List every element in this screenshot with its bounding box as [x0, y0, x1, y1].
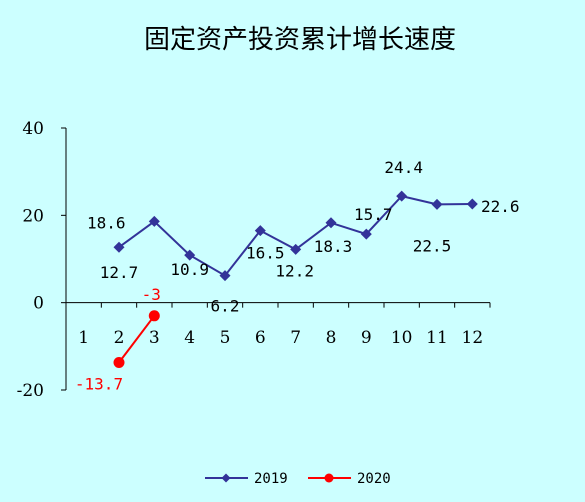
data-point-2019	[396, 190, 408, 202]
y-tick-label: -20	[17, 381, 44, 401]
series-group	[113, 190, 478, 368]
data-point-2019	[360, 228, 372, 240]
data-point-2019	[466, 198, 478, 210]
data-point-2019	[254, 225, 266, 237]
data-label-2019: 10.9	[170, 260, 209, 279]
legend-marker-2020	[324, 473, 334, 483]
data-label-2019: 12.7	[100, 263, 139, 282]
x-tick-label: 12	[462, 328, 484, 348]
legend-marker-2019	[221, 473, 231, 483]
data-point-2019	[219, 270, 231, 282]
x-tick-label: 9	[361, 328, 372, 348]
data-label-2020: -3	[142, 285, 161, 304]
y-tick-label: 40	[22, 119, 44, 139]
data-label-2019: 18.3	[314, 237, 353, 256]
legend-label-2019: 2019	[254, 471, 288, 487]
axes	[61, 127, 491, 391]
chart-title: 固定资产投资累计增长速度	[144, 25, 456, 55]
legend: 2019 2020	[205, 471, 391, 487]
data-label-2019: 22.6	[481, 197, 520, 216]
x-tick-label: 7	[290, 328, 301, 348]
y-tick-label: 0	[33, 294, 44, 314]
data-label-2019: 24.4	[384, 158, 423, 177]
data-point-2019	[148, 215, 160, 227]
x-tick-label: 1	[78, 328, 89, 348]
y-tick-label: 20	[22, 206, 44, 226]
data-point-2020	[148, 310, 160, 322]
data-label-2019: 15.7	[354, 205, 393, 224]
x-tick-label: 10	[391, 328, 413, 348]
x-tick-label: 5	[220, 328, 231, 348]
data-label-2019: 16.5	[246, 244, 285, 263]
legend-label-2020: 2020	[357, 471, 391, 487]
series-line-2020	[118, 315, 156, 364]
data-label-2019: 12.2	[275, 261, 314, 280]
data-label-2020: -13.7	[75, 375, 123, 394]
data-point-2019	[184, 249, 196, 261]
data-point-2020	[113, 357, 125, 368]
data-point-2019	[113, 241, 125, 253]
data-label-2019: 18.6	[87, 213, 126, 232]
data-point-2019	[325, 217, 337, 229]
x-tick-label: 2	[114, 328, 125, 348]
x-tick-label: 8	[326, 328, 337, 348]
data-point-2019	[290, 243, 302, 255]
data-label-2019: 6.2	[211, 297, 240, 316]
data-label-2019: 22.5	[413, 236, 452, 255]
x-tick-label: 3	[149, 328, 160, 348]
data-point-2019	[431, 198, 443, 210]
x-tick-label: 6	[255, 328, 266, 348]
data-labels: 12.7 18.6 10.96.2 16.512.218.315.7 24.4 22.5 2…	[75, 158, 520, 393]
x-tick-label: 11	[426, 328, 448, 348]
x-tick-label: 4	[184, 328, 195, 348]
